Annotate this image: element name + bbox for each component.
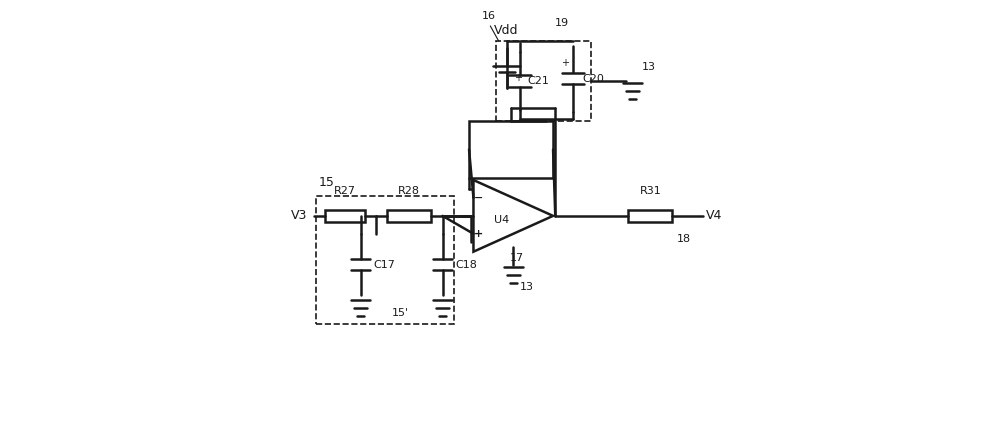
Text: V4: V4 bbox=[706, 209, 722, 222]
Text: −: − bbox=[474, 193, 483, 203]
Text: R28: R28 bbox=[398, 186, 420, 196]
Text: 19: 19 bbox=[555, 18, 569, 28]
Bar bbox=[628, 210, 672, 222]
Text: 13: 13 bbox=[520, 282, 534, 292]
Text: +: + bbox=[514, 73, 522, 83]
Text: C17: C17 bbox=[373, 259, 395, 270]
Text: Vdd: Vdd bbox=[494, 24, 519, 37]
Text: 17: 17 bbox=[510, 254, 524, 263]
Bar bbox=[496, 41, 591, 121]
Text: 15: 15 bbox=[319, 176, 335, 189]
Text: R27: R27 bbox=[334, 186, 356, 196]
Text: V3: V3 bbox=[291, 209, 308, 222]
Bar bbox=[316, 196, 454, 324]
Text: C18: C18 bbox=[455, 259, 477, 270]
Text: C20: C20 bbox=[583, 74, 605, 84]
Text: 18: 18 bbox=[677, 234, 691, 243]
Polygon shape bbox=[473, 180, 553, 252]
Text: 15': 15' bbox=[392, 307, 409, 318]
Text: +: + bbox=[474, 229, 483, 239]
Text: R31: R31 bbox=[639, 186, 661, 196]
Bar bbox=[469, 121, 553, 178]
Bar bbox=[325, 210, 365, 222]
Text: 16: 16 bbox=[482, 11, 496, 21]
Bar bbox=[387, 210, 431, 222]
Text: +: + bbox=[561, 58, 569, 68]
Text: U4: U4 bbox=[494, 215, 509, 225]
Text: 13: 13 bbox=[642, 62, 656, 72]
Text: C21: C21 bbox=[528, 76, 550, 86]
